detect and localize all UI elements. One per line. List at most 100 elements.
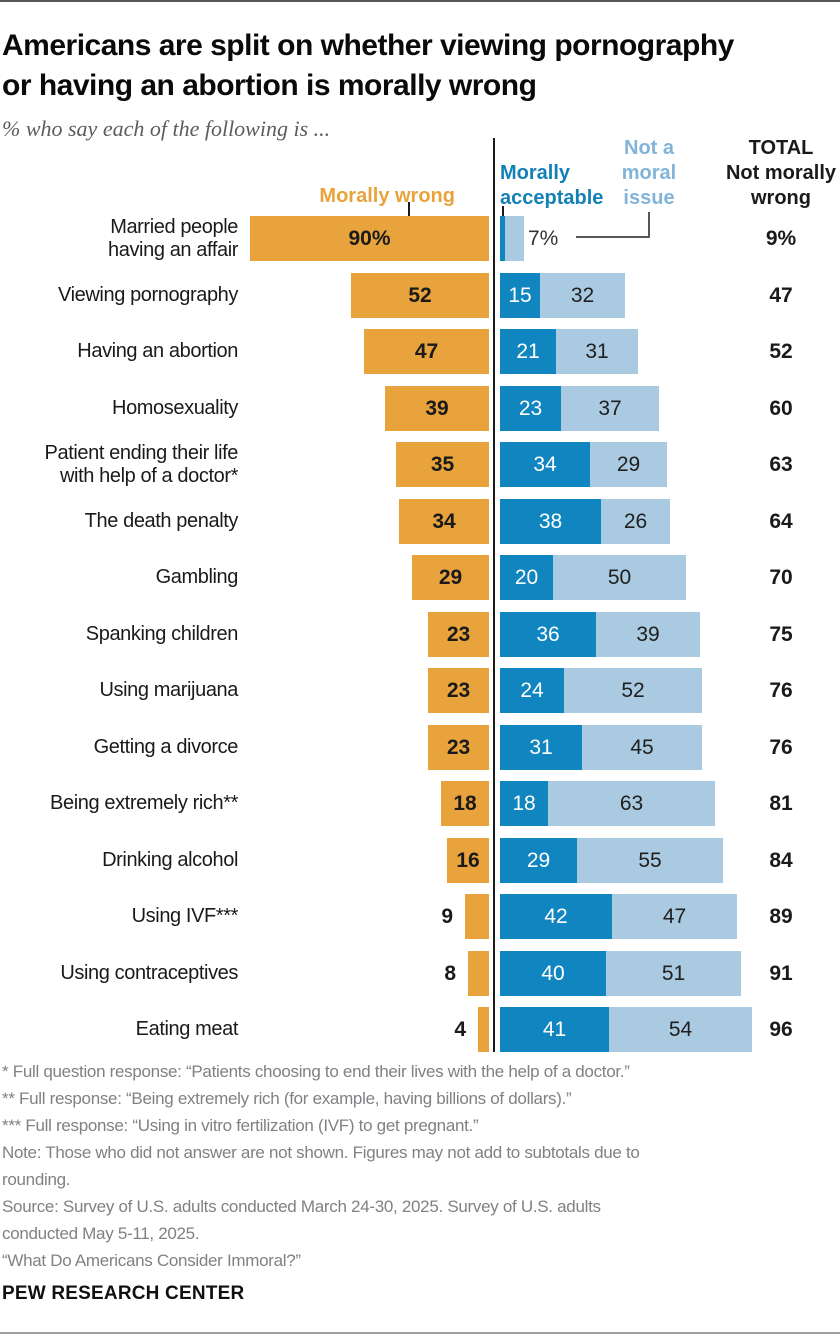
morally-wrong-value: 35	[430, 452, 455, 476]
pew-research-center-wordmark: PEW RESEARCH CENTER	[2, 1283, 245, 1304]
not-moral-issue-value: 32	[570, 283, 595, 307]
morally-wrong-bar	[465, 894, 489, 939]
morally-acceptable-bar: 23	[500, 386, 561, 431]
legend-total-line-3: wrong	[751, 187, 811, 209]
total-value: 63	[769, 452, 793, 476]
row-label: Homosexuality	[0, 386, 238, 431]
morally-wrong-bar: 18	[441, 781, 489, 826]
footnote-line-5: rounding.	[2, 1170, 71, 1189]
morally-wrong-value: 23	[446, 622, 471, 646]
morally-wrong-bar: 39	[385, 386, 489, 431]
footnote-line-4: Note: Those who did not answer are not s…	[2, 1143, 640, 1162]
footnote-line-6: Source: Survey of U.S. adults conducted …	[2, 1197, 601, 1216]
not-moral-issue-value: 39	[636, 622, 660, 646]
chart-row: Viewing pornography 52 15 32 47	[0, 273, 840, 318]
not-moral-issue-value: 51	[661, 961, 686, 985]
total-value: 52	[769, 339, 793, 363]
not-moral-issue-value: 31	[585, 339, 609, 363]
chart-row: Gambling 29 20 50 70	[0, 555, 840, 600]
row-label-line: Being extremely rich**	[50, 792, 238, 814]
legend-morally-acceptable-line-2: acceptable	[500, 187, 604, 209]
not-moral-issue-value: 63	[619, 791, 644, 815]
chart-row: Drinking alcohol 16 29 55 84	[0, 838, 840, 883]
total-value: 81	[769, 791, 793, 815]
not-moral-issue-value: 50	[607, 565, 632, 589]
morally-acceptable-value: 40	[541, 961, 565, 985]
morally-wrong-value: 34	[432, 509, 456, 533]
morally-acceptable-value: 18	[512, 791, 536, 815]
not-moral-issue-value: 52	[621, 678, 645, 702]
not-moral-issue-value: 54	[668, 1017, 693, 1041]
morally-wrong-value: 8	[444, 961, 456, 985]
row-label: The death penalty	[0, 499, 239, 544]
not-moral-issue-bar: 47	[612, 894, 737, 939]
not-moral-issue-value: 45	[630, 735, 654, 759]
footnote-line-3: *** Full response: “Using in vitro ferti…	[2, 1116, 479, 1135]
morally-wrong-bar: 16	[447, 838, 489, 883]
total-value: 89	[769, 904, 793, 928]
morally-acceptable-bar: 34	[500, 442, 590, 487]
morally-acceptable-bar: 18	[500, 781, 548, 826]
legend-not-moral-line-2: moral	[621, 162, 677, 184]
morally-acceptable-value: 29	[526, 848, 551, 872]
morally-acceptable-value: 41	[542, 1017, 567, 1041]
row-label-line: Homosexuality	[112, 397, 238, 419]
morally-acceptable-bar	[500, 216, 505, 261]
morally-wrong-value: 4	[454, 1017, 466, 1041]
row-label: Patient ending their life with help of a …	[0, 441, 239, 487]
morally-wrong-bar: 90%	[250, 216, 489, 261]
legend-morally-wrong: Morally wrong	[319, 185, 455, 207]
row-label: Eating meat	[0, 1007, 239, 1052]
row-label-line: Using marijuana	[99, 679, 238, 701]
morally-wrong-bar	[468, 951, 489, 996]
legend-total-line-1: TOTAL	[748, 137, 814, 159]
morally-wrong-value: 23	[446, 678, 471, 702]
morally-acceptable-bar: 15	[500, 273, 540, 318]
row-label-line: Eating meat	[135, 1018, 239, 1040]
not-moral-issue-bar: 39	[596, 612, 700, 657]
row-label: Drinking alcohol	[0, 838, 238, 883]
morally-acceptable-value: 31	[529, 735, 553, 759]
not-moral-issue-bar: 63	[548, 781, 715, 826]
row-label: Being extremely rich**	[0, 781, 238, 826]
morally-wrong-bar: 23	[428, 668, 489, 713]
total-value: 70	[769, 565, 793, 589]
legend-total-line-2: Not morally	[725, 162, 837, 184]
row-label-line: Patient ending their life	[44, 441, 239, 464]
row-label-line: having an affair	[108, 238, 238, 261]
morally-wrong-value: 18	[453, 791, 477, 815]
top-divider	[0, 0, 840, 2]
not-moral-issue-bar: 52	[564, 668, 702, 713]
morally-acceptable-value: 36	[536, 622, 560, 646]
not-moral-issue-value: 26	[623, 509, 648, 533]
morally-acceptable-value: 34	[533, 452, 557, 476]
not-moral-issue-value: 37	[598, 396, 622, 420]
row-label-line: Getting a divorce	[93, 736, 239, 758]
row-label-line: Using IVF***	[131, 905, 239, 927]
legend-not-moral-line-3: issue	[623, 187, 675, 209]
morally-acceptable-value: 21	[516, 339, 540, 363]
not-moral-issue-bar: 31	[556, 329, 638, 374]
page-title-line-2: or having an abortion is morally wrong	[2, 69, 537, 102]
morally-wrong-bar: 34	[399, 499, 489, 544]
not-moral-issue-value: 29	[616, 452, 641, 476]
total-value: 76	[769, 735, 793, 759]
not-moral-issue-bar	[505, 216, 524, 261]
morally-acceptable-bar: 41	[500, 1007, 609, 1052]
row-label: Using contraceptives	[0, 951, 238, 996]
morally-acceptable-bar: 24	[500, 668, 564, 713]
chart-row: Being extremely rich** 18 18 63 81	[0, 781, 840, 826]
morally-acceptable-bar: 20	[500, 555, 553, 600]
morally-wrong-value: 23	[446, 735, 471, 759]
total-value: 47	[769, 283, 793, 307]
morally-wrong-bar: 35	[396, 442, 489, 487]
legend-not-moral-line-1: Not a	[624, 137, 674, 159]
chart-row: The death penalty 34 38 26 64	[0, 499, 840, 544]
page-title-line-1: Americans are split on whether viewing p…	[2, 29, 734, 62]
row-label: Using marijuana	[0, 668, 238, 713]
row-label: Married people having an affair	[0, 216, 238, 261]
legend-total-not-morally-wrong: TOTAL Not morally wrong	[711, 136, 840, 211]
row-label: Gambling	[0, 555, 239, 600]
not-moral-issue-value: 55	[638, 848, 662, 872]
